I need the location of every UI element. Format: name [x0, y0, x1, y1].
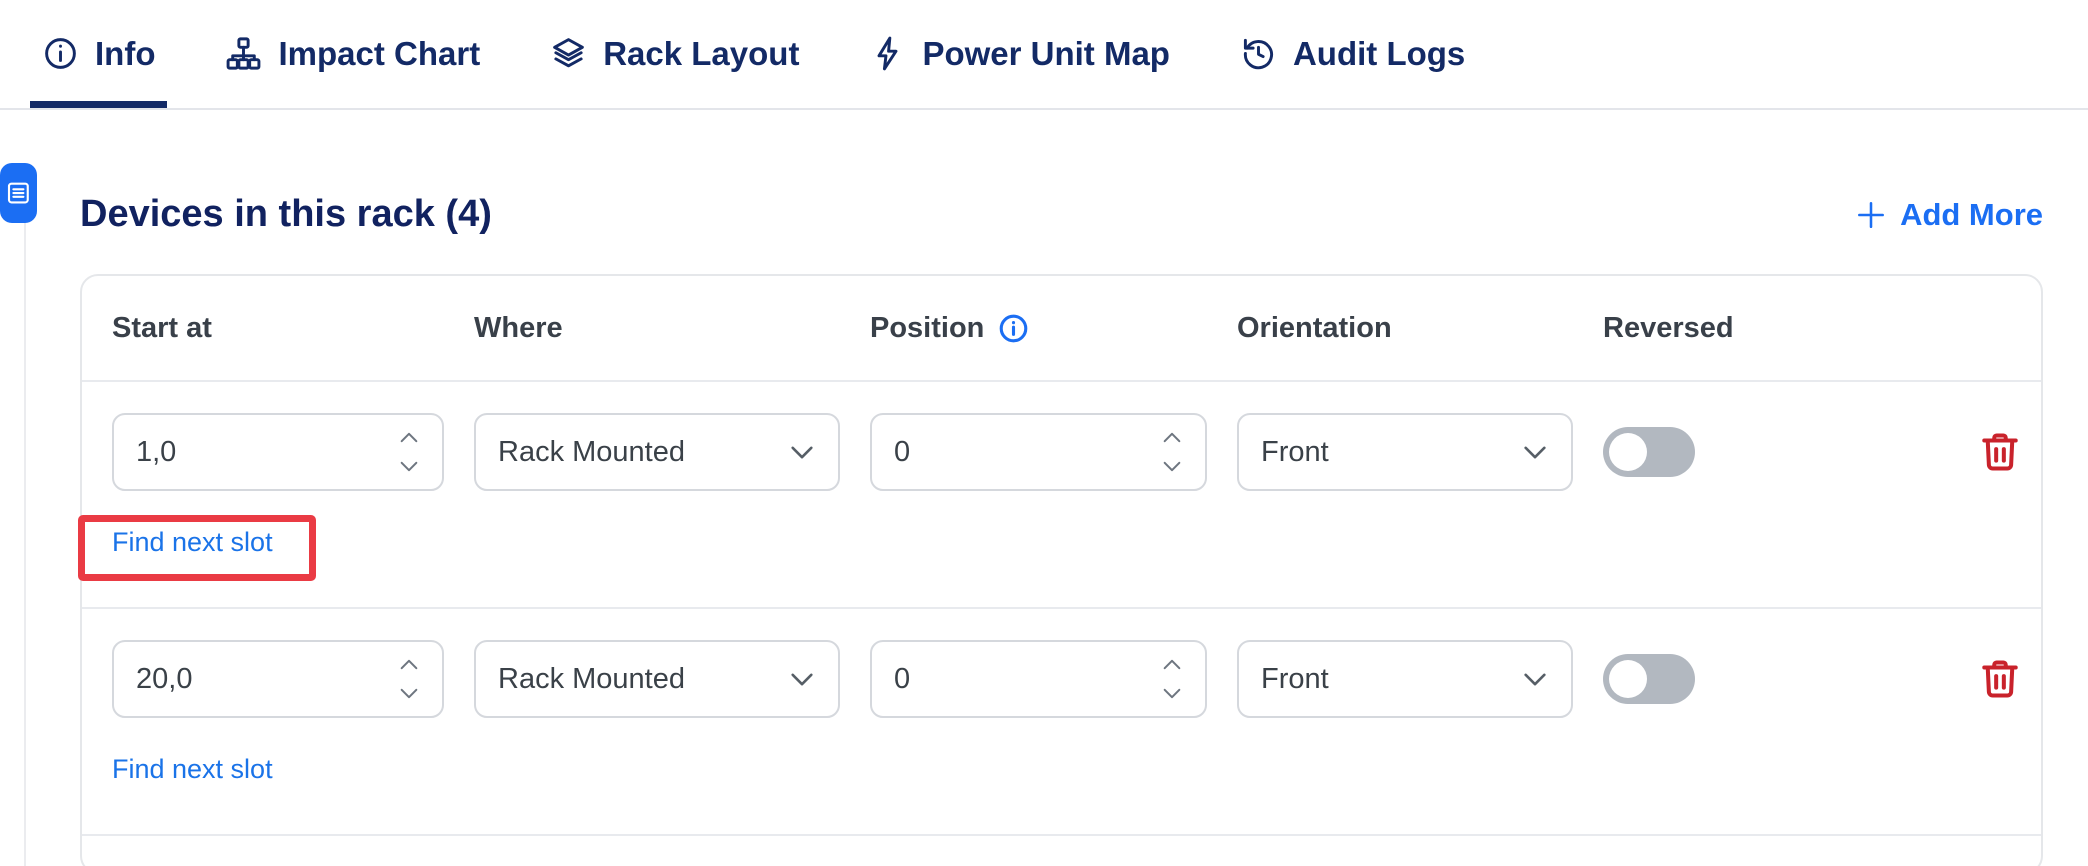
chevron-down-icon[interactable] [398, 460, 420, 473]
devices-table: Start at Where Position Orientation Reve… [80, 274, 2043, 866]
chevron-down-icon[interactable] [1161, 687, 1183, 700]
row-link-area: Find next slot [82, 527, 2041, 557]
section-header: Devices in this rack (4) Add More [80, 193, 2043, 236]
trash-icon [1982, 660, 2018, 698]
tab-label: Power Unit Map [922, 34, 1170, 72]
where-value: Rack Mounted [498, 435, 685, 468]
chevron-down-icon [791, 446, 813, 458]
history-icon [1243, 38, 1273, 70]
orientation-value: Front [1261, 435, 1329, 468]
chevron-down-icon[interactable] [398, 687, 420, 700]
table-row: 1,0 Rack Mounted 0 [82, 382, 2041, 609]
start-at-value: 20,0 [136, 662, 193, 695]
orientation-select[interactable]: Front [1237, 413, 1573, 491]
tab-audit-logs[interactable]: Audit Logs [1228, 0, 1477, 108]
table-header-row: Start at Where Position Orientation Reve… [82, 276, 2041, 382]
tab-label: Info [95, 34, 156, 72]
position-input[interactable]: 0 [870, 413, 1207, 491]
chevron-up-icon[interactable] [398, 431, 420, 444]
delete-row-button[interactable] [1977, 429, 2023, 475]
tab-label: Rack Layout [603, 34, 800, 72]
reversed-toggle[interactable] [1603, 654, 1695, 704]
bolt-icon [877, 36, 898, 71]
document-icon [7, 182, 29, 204]
tab-rack-layout[interactable]: Rack Layout [538, 0, 811, 108]
chevron-up-icon[interactable] [398, 658, 420, 671]
info-circle-icon[interactable] [998, 313, 1029, 344]
start-at-value: 1,0 [136, 435, 177, 468]
tab-label: Impact Chart [278, 34, 481, 72]
plus-icon [1858, 201, 1885, 228]
trash-icon [1982, 433, 2018, 471]
reversed-toggle[interactable] [1603, 427, 1695, 477]
number-stepper [398, 658, 420, 700]
column-orientation: Orientation [1237, 311, 1392, 344]
chevron-up-icon[interactable] [1161, 431, 1183, 444]
sitemap-icon [227, 37, 261, 70]
chevron-up-icon[interactable] [1161, 658, 1183, 671]
column-where: Where [474, 311, 563, 344]
chevron-down-icon[interactable] [1161, 460, 1183, 473]
find-next-slot-link[interactable]: Find next slot [112, 754, 273, 784]
number-stepper [1161, 658, 1183, 700]
number-stepper [1161, 431, 1183, 473]
find-next-slot-link[interactable]: Find next slot [112, 527, 273, 557]
chevron-down-icon [1524, 673, 1546, 685]
column-reversed: Reversed [1603, 311, 1734, 344]
add-more-label: Add More [1900, 196, 2043, 232]
toggle-knob [1609, 433, 1647, 471]
layers-icon [553, 38, 585, 68]
tab-impact-chart[interactable]: Impact Chart [213, 0, 492, 108]
tab-info[interactable]: Info [30, 0, 168, 108]
position-value: 0 [894, 662, 911, 695]
start-at-input[interactable]: 1,0 [112, 413, 444, 491]
info-icon [45, 38, 76, 69]
where-select[interactable]: Rack Mounted [474, 413, 840, 491]
page-title: Devices in this rack (4) [80, 193, 492, 235]
notes-drawer-handle[interactable] [0, 163, 37, 223]
toggle-knob [1609, 660, 1647, 698]
chevron-down-icon [791, 673, 813, 685]
row-controls: 20,0 Rack Mounted 0 [82, 640, 2041, 718]
column-start-at: Start at [112, 311, 212, 344]
table-row [82, 836, 2041, 866]
row-link-area: Find next slot [82, 754, 2041, 784]
add-more-button[interactable]: Add More [1854, 197, 2043, 233]
tab-bar: Info Impact Chart Rack Layout Power Unit… [0, 0, 2088, 110]
delete-row-button[interactable] [1977, 656, 2023, 702]
column-position: Position [870, 312, 1207, 345]
number-stepper [398, 431, 420, 473]
position-input[interactable]: 0 [870, 640, 1207, 718]
column-position-label: Position [870, 311, 985, 344]
orientation-value: Front [1261, 662, 1329, 695]
drawer-edge-line [24, 192, 26, 866]
tab-label: Audit Logs [1292, 34, 1466, 72]
tab-power-unit-map[interactable]: Power Unit Map [857, 0, 1182, 108]
position-value: 0 [894, 435, 911, 468]
where-select[interactable]: Rack Mounted [474, 640, 840, 718]
table-row: 20,0 Rack Mounted 0 [82, 609, 2041, 836]
row-controls: 1,0 Rack Mounted 0 [82, 413, 2041, 491]
main-content: Devices in this rack (4) Add More Start … [0, 193, 2088, 866]
orientation-select[interactable]: Front [1237, 640, 1573, 718]
start-at-input[interactable]: 20,0 [112, 640, 444, 718]
where-value: Rack Mounted [498, 662, 685, 695]
chevron-down-icon [1524, 446, 1546, 458]
